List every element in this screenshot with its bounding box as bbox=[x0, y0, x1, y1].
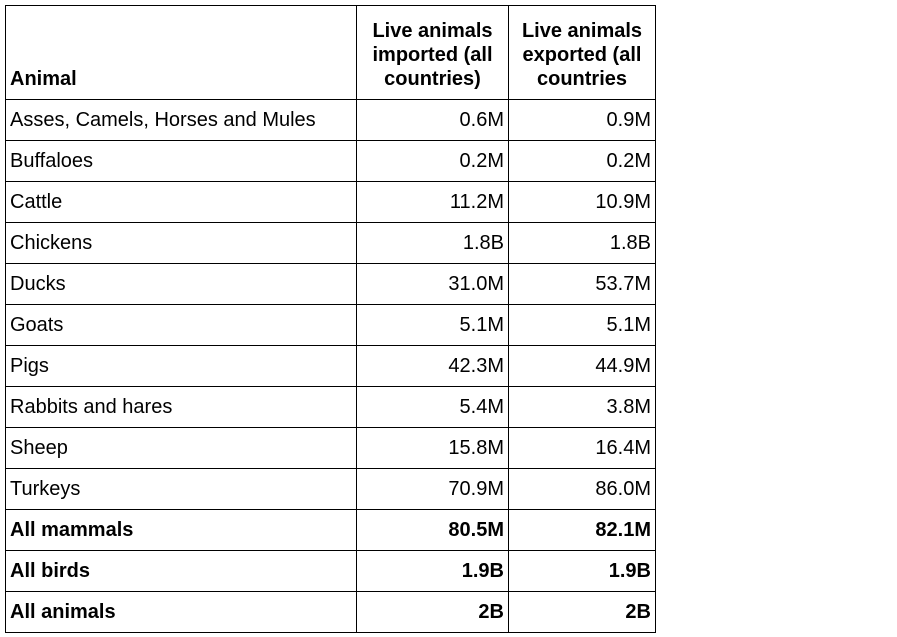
table-row: Chickens 1.8B 1.8B bbox=[5, 222, 656, 264]
cell-exported: 53.7M bbox=[508, 263, 656, 305]
cell-animal: Sheep bbox=[5, 427, 357, 469]
cell-imported: 2B bbox=[356, 591, 509, 633]
cell-animal: Ducks bbox=[5, 263, 357, 305]
cell-exported: 82.1M bbox=[508, 509, 656, 551]
cell-exported: 5.1M bbox=[508, 304, 656, 346]
cell-exported: 44.9M bbox=[508, 345, 656, 387]
table-row: All mammals 80.5M 82.1M bbox=[5, 509, 656, 551]
cell-animal: All animals bbox=[5, 591, 357, 633]
cell-animal: All birds bbox=[5, 550, 357, 592]
cell-exported: 86.0M bbox=[508, 468, 656, 510]
cell-imported: 5.1M bbox=[356, 304, 509, 346]
cell-imported: 0.2M bbox=[356, 140, 509, 182]
cell-imported: 11.2M bbox=[356, 181, 509, 223]
cell-imported: 0.6M bbox=[356, 99, 509, 141]
table-row: All birds 1.9B 1.9B bbox=[5, 550, 656, 592]
table-row: Pigs 42.3M 44.9M bbox=[5, 345, 656, 387]
table-row: All animals 2B 2B bbox=[5, 591, 656, 633]
table-row: Cattle 11.2M 10.9M bbox=[5, 181, 656, 223]
cell-animal: Rabbits and hares bbox=[5, 386, 357, 428]
cell-exported: 1.8B bbox=[508, 222, 656, 264]
cell-exported: 1.9B bbox=[508, 550, 656, 592]
table-row: Rabbits and hares 5.4M 3.8M bbox=[5, 386, 656, 428]
table-row: Buffaloes 0.2M 0.2M bbox=[5, 140, 656, 182]
cell-imported: 80.5M bbox=[356, 509, 509, 551]
cell-exported: 0.2M bbox=[508, 140, 656, 182]
cell-animal: Chickens bbox=[5, 222, 357, 264]
cell-animal: Asses, Camels, Horses and Mules bbox=[5, 99, 357, 141]
cell-animal: Goats bbox=[5, 304, 357, 346]
cell-imported: 70.9M bbox=[356, 468, 509, 510]
cell-imported: 15.8M bbox=[356, 427, 509, 469]
cell-animal: All mammals bbox=[5, 509, 357, 551]
cell-imported: 1.9B bbox=[356, 550, 509, 592]
header-imported: Live animals imported (all countries) bbox=[356, 5, 509, 100]
cell-imported: 1.8B bbox=[356, 222, 509, 264]
table-row: Asses, Camels, Horses and Mules 0.6M 0.9M bbox=[5, 99, 656, 141]
cell-imported: 31.0M bbox=[356, 263, 509, 305]
live-animals-table: Animal Live animals imported (all countr… bbox=[5, 5, 656, 633]
cell-exported: 3.8M bbox=[508, 386, 656, 428]
cell-exported: 16.4M bbox=[508, 427, 656, 469]
table-body: Asses, Camels, Horses and Mules 0.6M 0.9M B… bbox=[5, 99, 656, 633]
header-exported: Live animals exported (all countries bbox=[508, 5, 656, 100]
header-row: Animal Live animals imported (all countr… bbox=[5, 5, 656, 100]
header-animal: Animal bbox=[5, 5, 357, 100]
cell-animal: Cattle bbox=[5, 181, 357, 223]
cell-imported: 42.3M bbox=[356, 345, 509, 387]
cell-animal: Pigs bbox=[5, 345, 357, 387]
cell-animal: Buffaloes bbox=[5, 140, 357, 182]
cell-exported: 0.9M bbox=[508, 99, 656, 141]
cell-imported: 5.4M bbox=[356, 386, 509, 428]
table-row: Ducks 31.0M 53.7M bbox=[5, 263, 656, 305]
table-row: Sheep 15.8M 16.4M bbox=[5, 427, 656, 469]
cell-exported: 2B bbox=[508, 591, 656, 633]
cell-animal: Turkeys bbox=[5, 468, 357, 510]
table-row: Turkeys 70.9M 86.0M bbox=[5, 468, 656, 510]
table-row: Goats 5.1M 5.1M bbox=[5, 304, 656, 346]
cell-exported: 10.9M bbox=[508, 181, 656, 223]
